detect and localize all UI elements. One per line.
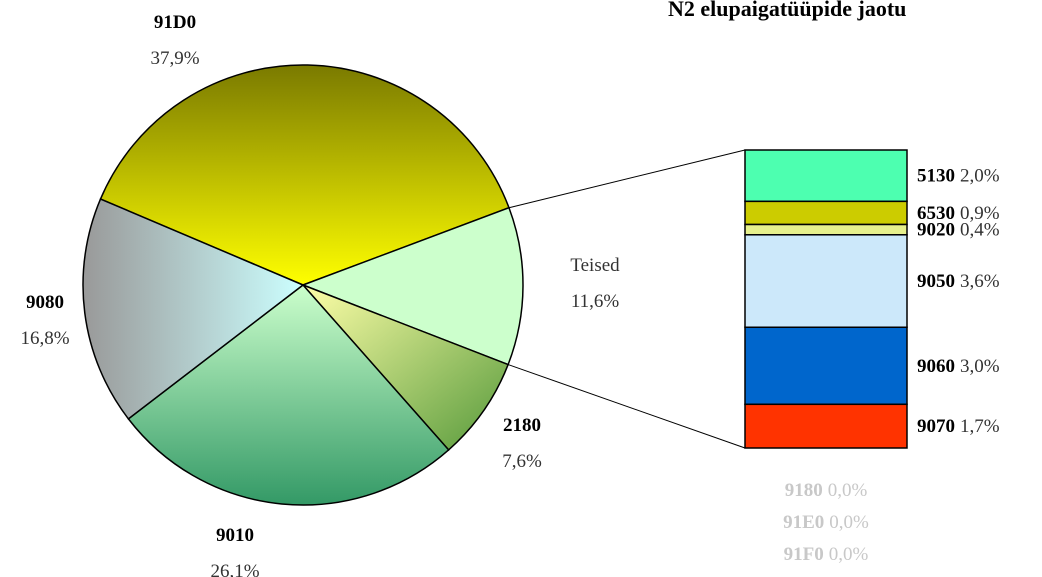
bar-label: 91E0 0,0% xyxy=(783,512,869,533)
bar-value: 0,9% xyxy=(960,203,1000,224)
bar-category: 9050 xyxy=(917,271,955,292)
bar-segment xyxy=(744,403,908,449)
pie-slice xyxy=(99,64,510,286)
slice-category: 9010 xyxy=(216,525,254,546)
slice-category: Teised xyxy=(570,255,620,276)
bar-segment xyxy=(744,234,908,329)
bar-value: 3,0% xyxy=(960,356,1000,377)
pie-slice xyxy=(300,206,524,366)
bar-label: 5130 2,0% xyxy=(917,166,1000,187)
slice-category: 9080 xyxy=(26,292,64,313)
bar-category: 9070 xyxy=(917,416,955,437)
slice-label: 7,6% xyxy=(502,451,542,472)
bar-label: 9050 3,6% xyxy=(917,271,1000,292)
bar-value: 0,0% xyxy=(828,480,868,501)
slice-label: 16,8% xyxy=(20,328,69,349)
bar-label: 91F0 0,0% xyxy=(784,544,869,565)
connector xyxy=(507,364,746,449)
slice-label: 37,9% xyxy=(150,48,199,69)
bar-value: 3,6% xyxy=(960,271,1000,292)
bar-label: 9020 0,4% xyxy=(917,220,1000,241)
bar-segment xyxy=(744,326,908,406)
pie-slice xyxy=(82,198,305,420)
pie-slice xyxy=(127,283,450,506)
bar-category: 9020 xyxy=(917,220,955,241)
slice-label: 11,6% xyxy=(571,291,620,312)
chart-title: N2 elupaigatüüpide jaotu xyxy=(668,0,906,21)
bar-value: 0,4% xyxy=(960,220,1000,241)
bar-segment xyxy=(744,223,908,236)
bar-segment xyxy=(744,149,908,203)
bar-category: 9060 xyxy=(917,356,955,377)
bar-category: 6530 xyxy=(917,203,955,224)
bar-label: 9060 3,0% xyxy=(917,356,1000,377)
bar-category: 91E0 xyxy=(783,512,824,533)
bar-value: 2,0% xyxy=(960,166,1000,187)
bar-category: 9180 xyxy=(785,480,823,501)
bar-category: 5130 xyxy=(917,166,955,187)
bar-segment xyxy=(744,200,908,226)
pie-slice xyxy=(302,284,510,451)
connector xyxy=(508,149,746,209)
slice-label: 26,1% xyxy=(210,561,259,577)
bar-label: 9180 0,0% xyxy=(785,480,868,501)
bar-label: 6530 0,9% xyxy=(917,203,1000,224)
bar-value: 0,0% xyxy=(829,544,869,565)
bar-value: 0,0% xyxy=(829,512,869,533)
bar-category: 91F0 xyxy=(784,544,824,565)
bar-value: 1,7% xyxy=(960,416,1000,437)
slice-category: 2180 xyxy=(503,415,541,436)
bar-label: 9070 1,7% xyxy=(917,416,1000,437)
slice-category: 91D0 xyxy=(154,12,196,33)
